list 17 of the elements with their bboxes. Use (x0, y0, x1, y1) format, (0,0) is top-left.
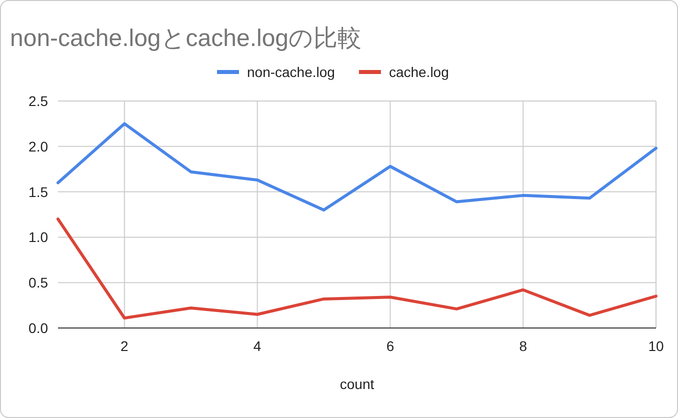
x-tick-label: 2 (120, 338, 129, 354)
y-tick-label: 1.5 (28, 184, 48, 200)
y-tick-label: 2.5 (28, 93, 48, 109)
y-tick-label: 0.0 (28, 320, 48, 336)
chart-title: non-cache.logとcache.logの比較 (10, 25, 362, 52)
line-series (56, 122, 658, 212)
legend-label: non-cache.log (247, 64, 335, 80)
x-tick-label: 6 (386, 338, 394, 354)
y-tick-label: 0.5 (28, 274, 48, 291)
y-tick-label: 1.0 (28, 229, 48, 246)
y-tick-label: 2.0 (28, 138, 48, 154)
x-tick-label: 8 (519, 338, 528, 354)
x-tick-label: 4 (253, 338, 262, 354)
x-axis-title: count (340, 376, 374, 392)
legend-label: cache.log (388, 64, 449, 80)
x-tick-label: 10 (648, 338, 664, 354)
line-series (56, 218, 658, 320)
